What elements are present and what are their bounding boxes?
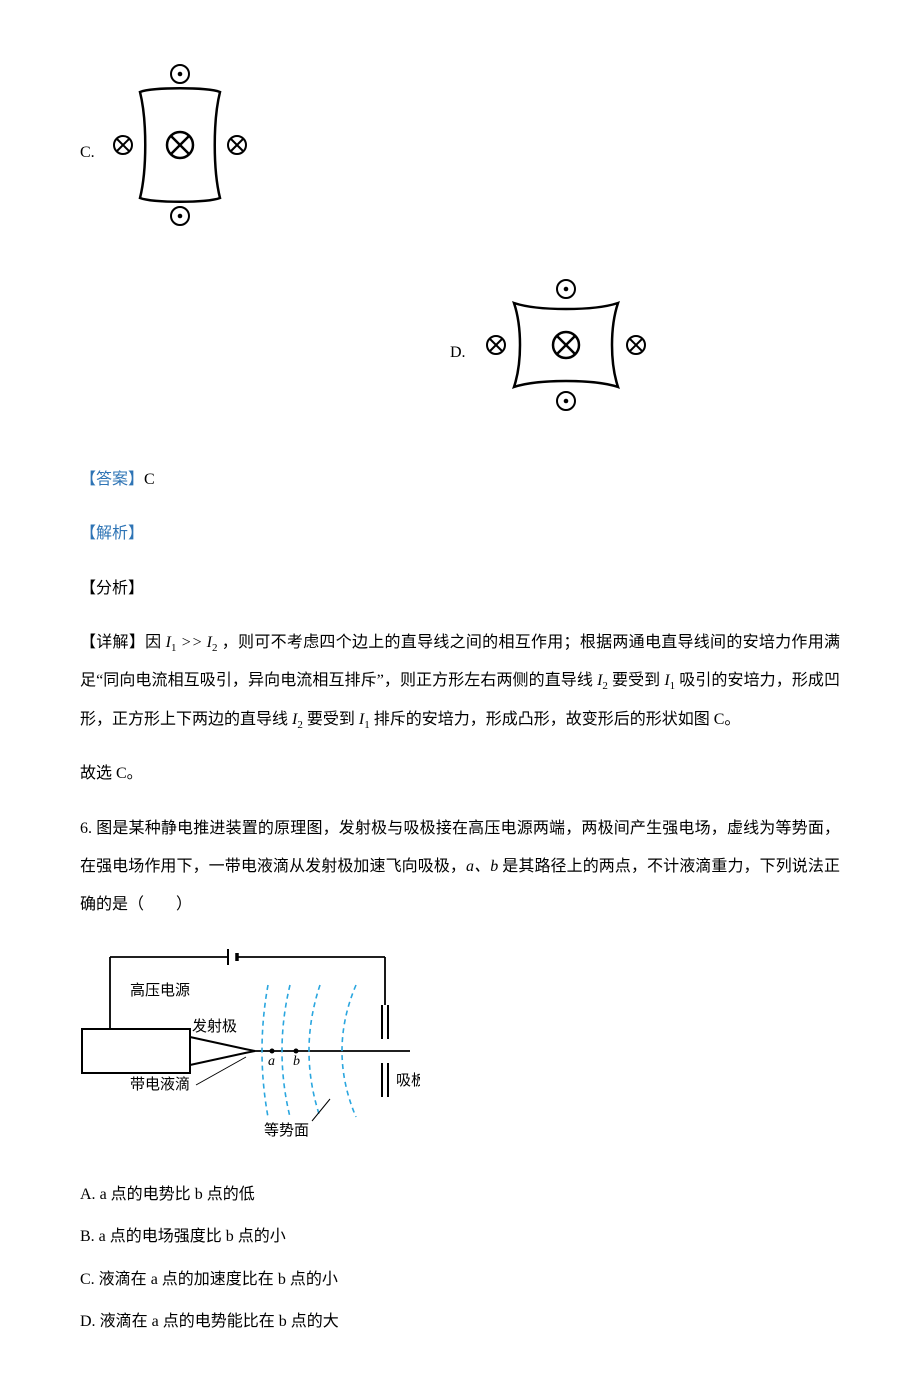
optC-mid2: 点的小	[286, 1271, 338, 1288]
q6-option-c: C. 液滴在 a 点的加速度比在 b 点的小	[80, 1261, 840, 1299]
label-droplet: 带电液滴	[130, 1075, 190, 1093]
option-c-row: C.	[80, 60, 840, 245]
q6-figure: a b 高压电源 发射极 带电液滴 等势面 吸板	[80, 941, 840, 1156]
xj-prefix: 因	[145, 634, 161, 651]
option-d-diagram	[476, 275, 656, 430]
label-power: 高压电源	[130, 982, 190, 999]
optD-b: b	[279, 1313, 287, 1330]
xiangjie-para: 【详解】因 I1 >> I2 ，则可不考虑四个边上的直导线之间的相互作用；根据两…	[80, 624, 840, 739]
optC-mid1: 点的加速度比在	[158, 1271, 278, 1288]
optA-mid2: 点的低	[203, 1186, 255, 1203]
svg-text:a: a	[268, 1054, 275, 1069]
optB-letter: B.	[80, 1228, 99, 1245]
q6-option-a: A. a 点的电势比 b 点的低	[80, 1176, 840, 1214]
xiangjie-label: 【详解】	[80, 634, 145, 651]
optD-a: a	[152, 1313, 159, 1330]
optC-b: b	[278, 1271, 286, 1288]
q6-ab: a、b	[466, 858, 498, 875]
svg-text:b: b	[293, 1054, 300, 1069]
optB-mid2: 点的小	[234, 1228, 286, 1245]
answer-value: C	[144, 471, 155, 488]
optC-letter: C.	[80, 1271, 99, 1288]
option-c-letter: C.	[80, 134, 95, 172]
label-absorb: 吸板	[396, 1071, 420, 1089]
xj-I2subb: 2	[602, 681, 608, 693]
optD-mid1: 点的电势能比在	[159, 1313, 279, 1330]
optD-pre1: 液滴在	[100, 1313, 152, 1330]
q6-option-b: B. a 点的电场强度比 b 点的小	[80, 1218, 840, 1256]
optA-letter: A.	[80, 1186, 100, 1203]
label-emitter: 发射极	[192, 1018, 237, 1035]
answer-line: 【答案】C	[80, 461, 840, 499]
optD-mid2: 点的大	[287, 1313, 339, 1330]
xj-seg4: 要受到	[307, 711, 355, 728]
optB-a: a	[99, 1228, 106, 1245]
optC-pre1: 液滴在	[99, 1271, 151, 1288]
xj-I1subb: 1	[670, 681, 676, 693]
optA-mid1: 点的电势比	[107, 1186, 195, 1203]
optA-b: b	[195, 1186, 203, 1203]
xj-seg2: 要受到	[612, 672, 660, 689]
optB-mid1: 点的电场强度比	[106, 1228, 226, 1245]
xj-I2subc: 2	[297, 719, 303, 731]
q6-option-d: D. 液滴在 a 点的电势能比在 b 点的大	[80, 1303, 840, 1341]
answer-label: 【答案】	[80, 471, 144, 488]
optB-b: b	[226, 1228, 234, 1245]
jiexi-line: 【解析】	[80, 515, 840, 553]
option-d-row: D.	[450, 275, 840, 430]
fenxi-label: 【分析】	[80, 580, 144, 597]
page: C.	[0, 0, 920, 1386]
fenxi-line: 【分析】	[80, 570, 840, 608]
option-c-diagram	[105, 60, 255, 245]
conclusion: 故选 C。	[80, 755, 840, 793]
jiexi-label: 【解析】	[80, 525, 144, 542]
optA-a: a	[100, 1186, 107, 1203]
q6-text: 6. 图是某种静电推进装置的原理图，发射极与吸极接在高压电源两端，两极间产生强电…	[80, 810, 840, 925]
option-d-letter: D.	[450, 334, 466, 372]
xj-seg5: 排斥的安培力，形成凸形，故变形后的形状如图 C。	[374, 711, 741, 728]
q6-options: A. a 点的电势比 b 点的低 B. a 点的电场强度比 b 点的小 C. 液…	[80, 1176, 840, 1342]
q6-num: 6.	[80, 820, 96, 837]
optC-a: a	[151, 1271, 158, 1288]
label-surface: 等势面	[264, 1121, 309, 1139]
xj-gg: >>	[177, 634, 207, 651]
xj-I1subc: 1	[364, 719, 370, 731]
optD-letter: D.	[80, 1313, 100, 1330]
